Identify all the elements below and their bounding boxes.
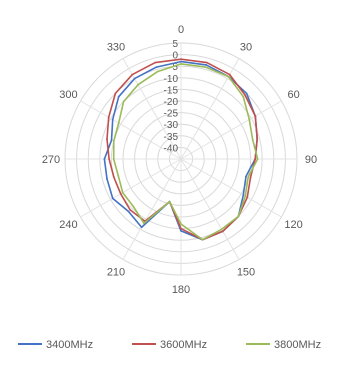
data-point: [143, 222, 145, 225]
data-point: [228, 73, 231, 76]
data-point: [112, 176, 115, 178]
data-point: [247, 176, 250, 178]
data-point: [180, 60, 182, 63]
data-point: [106, 177, 108, 180]
angle-tick-label: 180: [172, 284, 190, 296]
polar-spokes: [65, 43, 297, 275]
data-point: [180, 63, 182, 65]
series-lines: [103, 58, 259, 241]
data-point: [137, 83, 140, 86]
data-point: [256, 137, 259, 140]
grid-spoke: [80, 158, 182, 218]
data-point: [114, 92, 117, 95]
data-point: [107, 116, 110, 119]
grid-spoke: [180, 100, 282, 160]
data-point: [256, 158, 259, 160]
data-point: [249, 176, 252, 179]
angle-tick-label: 330: [107, 41, 125, 53]
data-point: [133, 77, 136, 80]
data-point: [244, 195, 247, 198]
data-point: [244, 94, 246, 96]
data-point: [154, 61, 157, 64]
data-point: [129, 209, 132, 211]
data-point: [205, 61, 208, 64]
data-point: [131, 73, 134, 76]
radial-labels: 50-5-10-15-20-25-30-35-40: [164, 39, 179, 154]
data-point: [117, 95, 120, 98]
angle-labels: 0 30 60 90 120 150 180 210 240 270 300 330: [42, 24, 317, 296]
radial-tick-label: 5: [172, 39, 178, 50]
radial-tick-label: 0: [172, 51, 178, 62]
radial-tick-label: -25: [164, 109, 179, 120]
data-point: [111, 118, 114, 121]
data-point: [205, 64, 208, 66]
data-point: [245, 175, 247, 178]
radial-tick-label: -10: [164, 74, 179, 85]
data-point: [127, 210, 130, 213]
data-point: [108, 158, 110, 160]
legend-label: 3600MHz: [160, 339, 207, 351]
data-point: [117, 122, 120, 124]
data-point: [103, 158, 106, 160]
grid-spoke: [180, 158, 282, 218]
data-point: [180, 58, 182, 61]
angle-tick-label: 150: [237, 267, 255, 279]
angle-tick-label: 30: [240, 41, 252, 53]
radial-tick-label: -40: [164, 143, 179, 154]
data-point: [112, 140, 115, 142]
legend-label: 3800MHz: [274, 339, 321, 351]
grid-spoke: [122, 158, 182, 260]
data-point: [246, 196, 249, 199]
data-point: [242, 194, 245, 196]
data-point: [254, 115, 257, 117]
data-point: [254, 158, 257, 160]
radial-tick-label: -15: [164, 85, 179, 96]
radial-tick-label: -30: [164, 120, 179, 131]
data-point: [245, 92, 248, 95]
data-point: [201, 238, 204, 241]
grid-spoke: [180, 158, 240, 260]
data-point: [180, 230, 182, 232]
data-point: [119, 192, 122, 195]
angle-tick-label: 120: [284, 219, 302, 231]
data-point: [111, 197, 114, 200]
data-point: [155, 66, 158, 68]
angle-tick-label: 60: [287, 89, 299, 101]
legend-label: 3400MHz: [46, 339, 93, 351]
data-point: [227, 75, 230, 78]
angle-tick-label: 90: [305, 154, 317, 166]
data-point: [132, 205, 135, 208]
data-point: [180, 223, 182, 225]
data-point: [122, 100, 125, 103]
data-point: [117, 174, 120, 177]
data-point: [168, 200, 171, 203]
angle-tick-label: 210: [107, 267, 125, 279]
data-point: [156, 70, 159, 73]
data-point: [204, 66, 207, 68]
data-point: [242, 95, 245, 98]
data-point: [106, 138, 108, 141]
angle-tick-label: 270: [42, 154, 60, 166]
data-point: [220, 228, 223, 231]
grid-spoke: [80, 100, 182, 160]
data-point: [237, 215, 240, 218]
data-point: [121, 191, 124, 194]
data-point: [180, 227, 182, 230]
data-point: [140, 226, 143, 229]
radial-tick-label: -35: [164, 132, 179, 143]
data-point: [221, 230, 224, 233]
radial-tick-label: -5: [169, 62, 178, 73]
angle-tick-label: 300: [59, 89, 77, 101]
data-point: [110, 139, 113, 142]
data-point: [251, 138, 254, 141]
data-point: [248, 118, 251, 121]
radial-tick-label: -20: [164, 97, 179, 108]
legend: 3400MHz 3600MHz 3800MHz: [18, 339, 321, 351]
data-point: [112, 158, 115, 160]
angle-tick-label: 240: [59, 219, 77, 231]
grid-spoke: [180, 58, 240, 160]
angle-tick-label: 0: [178, 24, 184, 36]
